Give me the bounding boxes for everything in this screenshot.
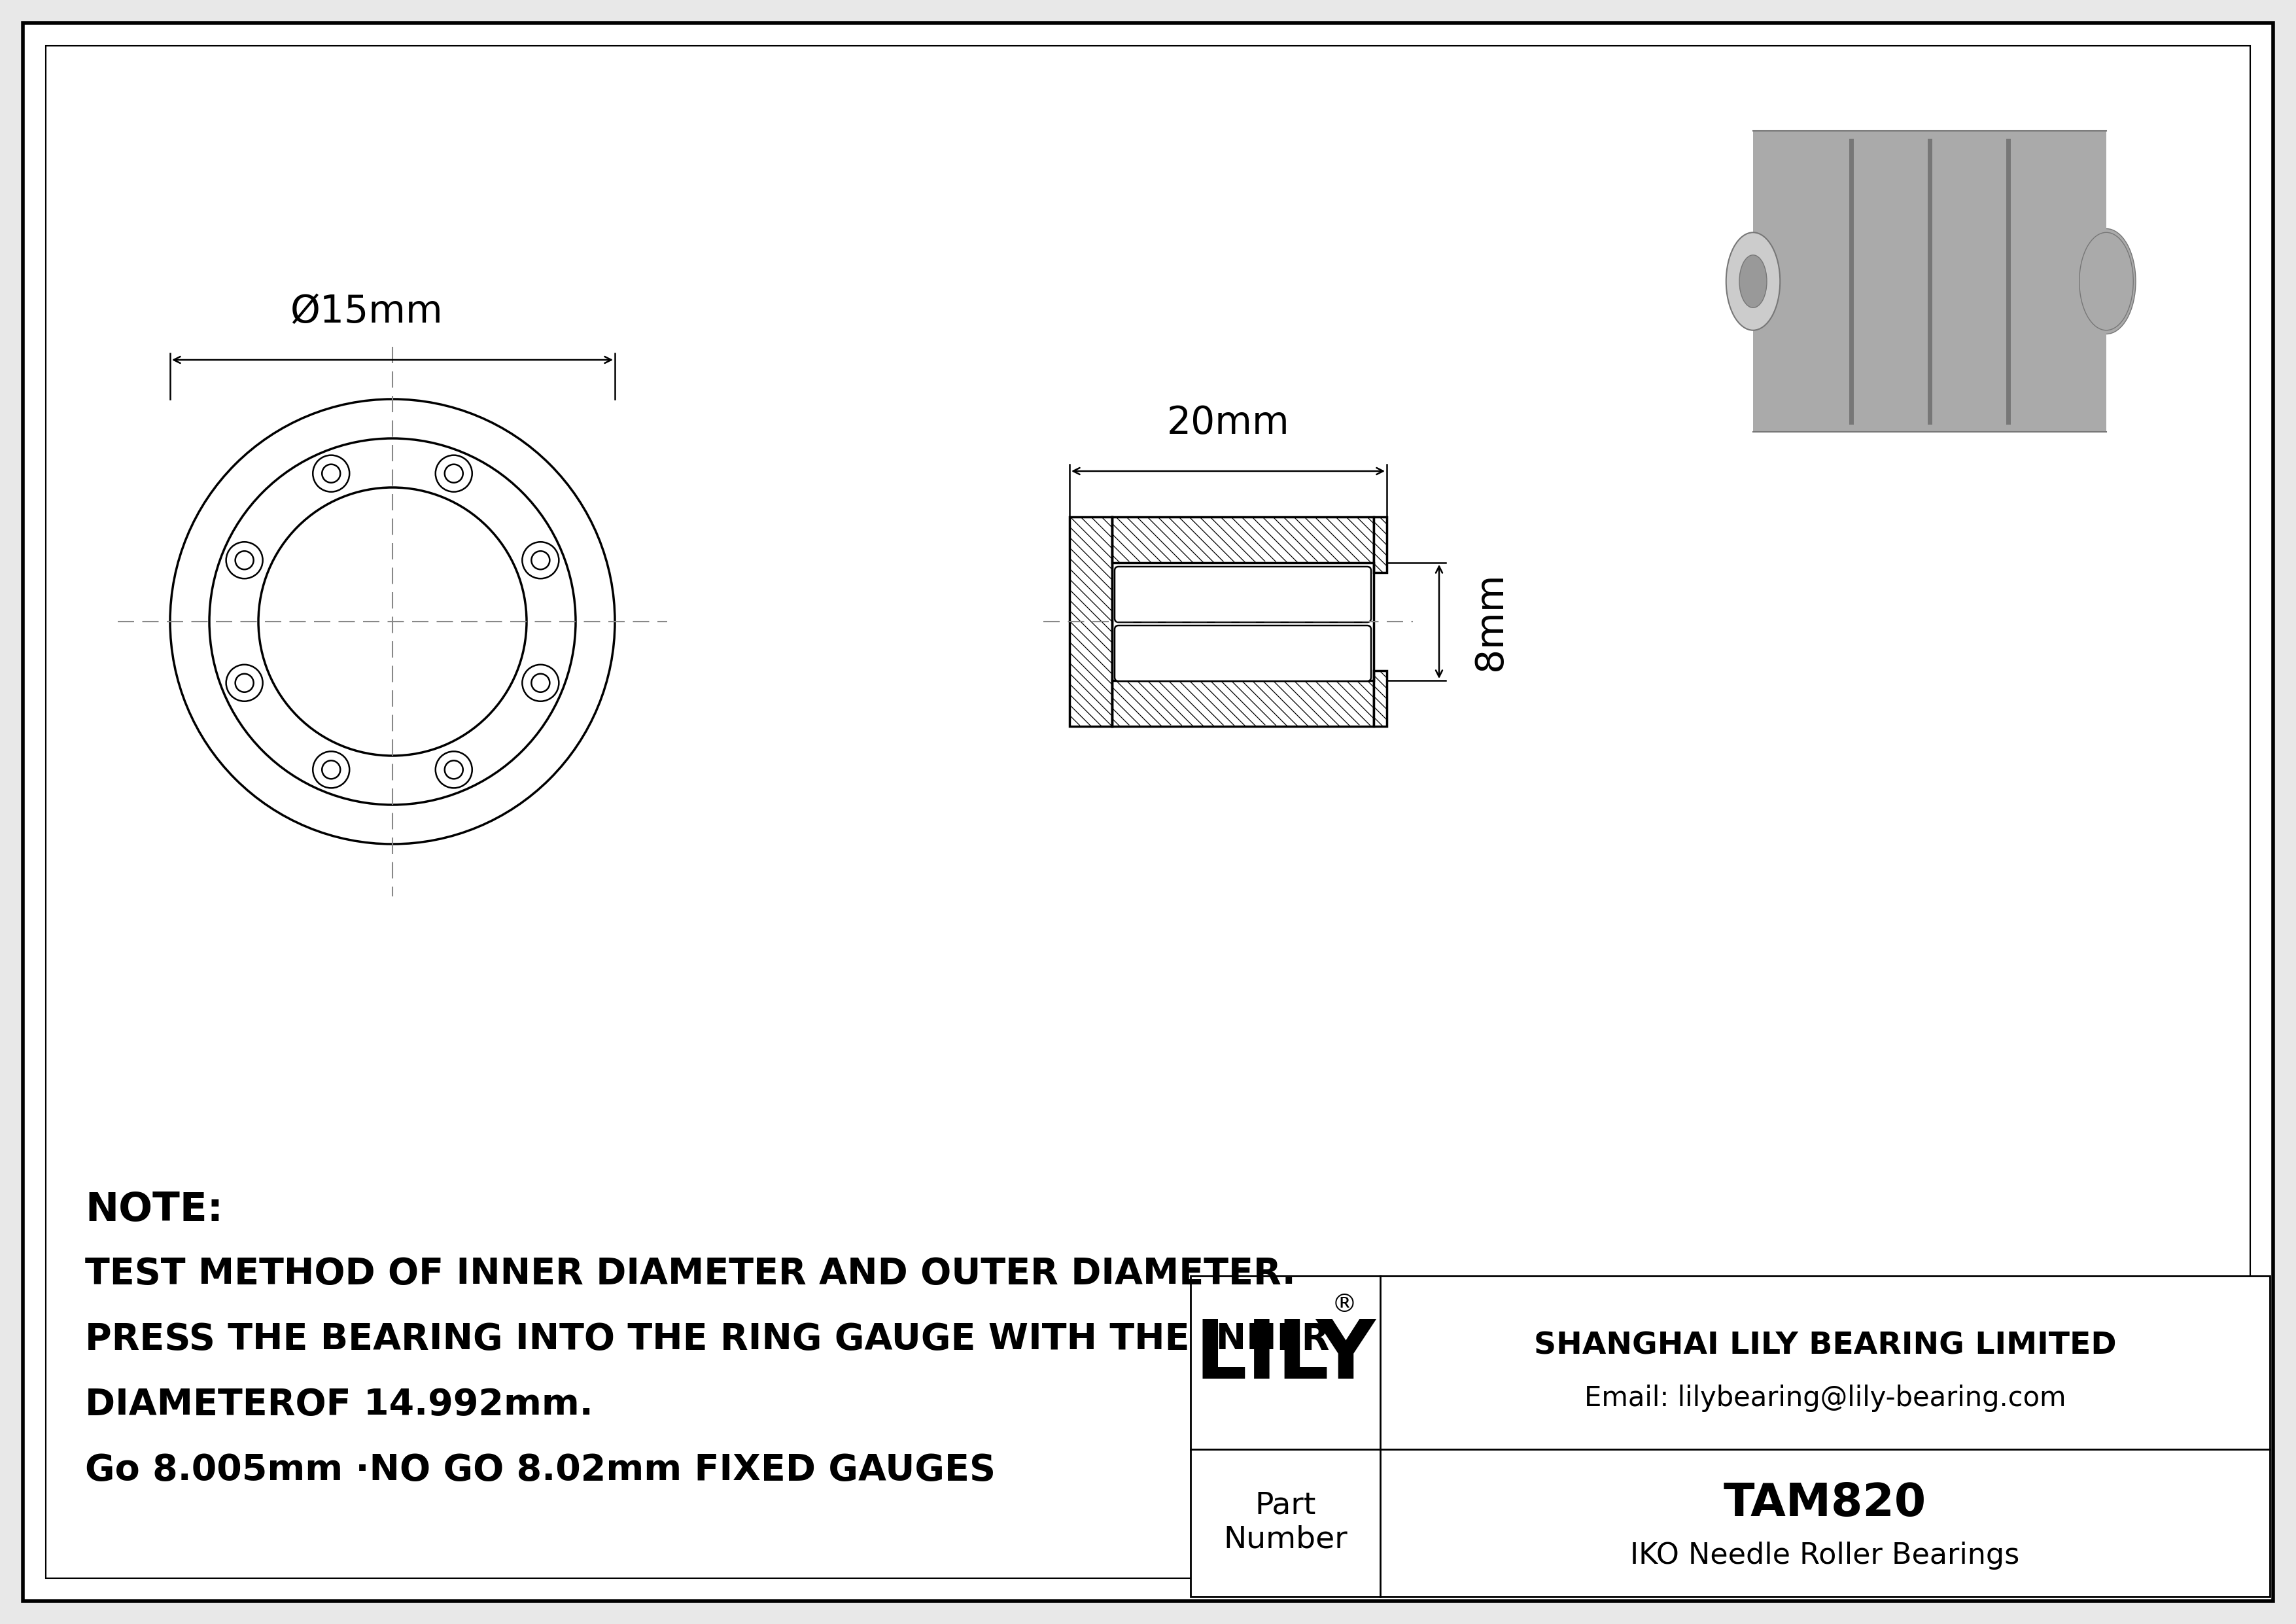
Ellipse shape: [312, 455, 349, 492]
Text: Email: lilybearing@lily-bearing.com: Email: lilybearing@lily-bearing.com: [1584, 1385, 2066, 1413]
Ellipse shape: [1740, 255, 1768, 307]
FancyBboxPatch shape: [1114, 625, 1371, 680]
Text: TAM820: TAM820: [1724, 1481, 1926, 1525]
Ellipse shape: [445, 760, 464, 780]
Ellipse shape: [234, 551, 253, 570]
Ellipse shape: [445, 464, 464, 482]
Ellipse shape: [321, 760, 340, 780]
Bar: [1192, 1276, 2271, 1449]
Bar: [1373, 671, 1387, 726]
Text: 20mm: 20mm: [1166, 404, 1290, 442]
Ellipse shape: [436, 455, 473, 492]
Text: 8mm: 8mm: [1472, 572, 1508, 671]
Ellipse shape: [530, 551, 549, 570]
Bar: [1192, 1449, 2271, 1596]
Text: PRESS THE BEARING INTO THE RING GAUGE WITH THE INNER: PRESS THE BEARING INTO THE RING GAUGE WI…: [85, 1322, 1329, 1358]
Ellipse shape: [436, 752, 473, 788]
FancyBboxPatch shape: [1114, 567, 1371, 622]
Ellipse shape: [2080, 232, 2133, 330]
Ellipse shape: [1727, 232, 1779, 330]
Text: Go 8.005mm ·NO GO 8.02mm FIXED GAUGES: Go 8.005mm ·NO GO 8.02mm FIXED GAUGES: [85, 1452, 996, 1488]
Ellipse shape: [259, 487, 526, 755]
Text: TEST METHOD OF INNER DIAMETER AND OUTER DIAMETER.: TEST METHOD OF INNER DIAMETER AND OUTER …: [85, 1257, 1295, 1291]
Text: SHANGHAI LILY BEARING LIMITED: SHANGHAI LILY BEARING LIMITED: [1534, 1332, 2117, 1361]
Ellipse shape: [521, 542, 558, 578]
Text: DIAMETEROF 14.992mm.: DIAMETEROF 14.992mm.: [85, 1387, 592, 1423]
Bar: [1111, 516, 1373, 562]
Ellipse shape: [530, 674, 549, 692]
Ellipse shape: [321, 464, 340, 482]
Text: Part
Number: Part Number: [1224, 1491, 1348, 1554]
Bar: [1373, 516, 1387, 573]
Text: NOTE:: NOTE:: [85, 1190, 223, 1229]
Ellipse shape: [521, 664, 558, 702]
Text: ®: ®: [1332, 1293, 1357, 1317]
Ellipse shape: [225, 542, 262, 578]
Bar: [1070, 516, 1111, 726]
Text: IKO Needle Roller Bearings: IKO Needle Roller Bearings: [1630, 1541, 2020, 1570]
Ellipse shape: [225, 664, 262, 702]
Ellipse shape: [209, 438, 576, 806]
Bar: [1111, 680, 1373, 726]
Ellipse shape: [170, 400, 615, 844]
Ellipse shape: [312, 752, 349, 788]
Text: LILY: LILY: [1194, 1317, 1375, 1395]
Ellipse shape: [234, 674, 253, 692]
Ellipse shape: [2078, 229, 2135, 335]
Bar: [1754, 132, 2105, 432]
Text: Ø15mm: Ø15mm: [289, 292, 443, 330]
